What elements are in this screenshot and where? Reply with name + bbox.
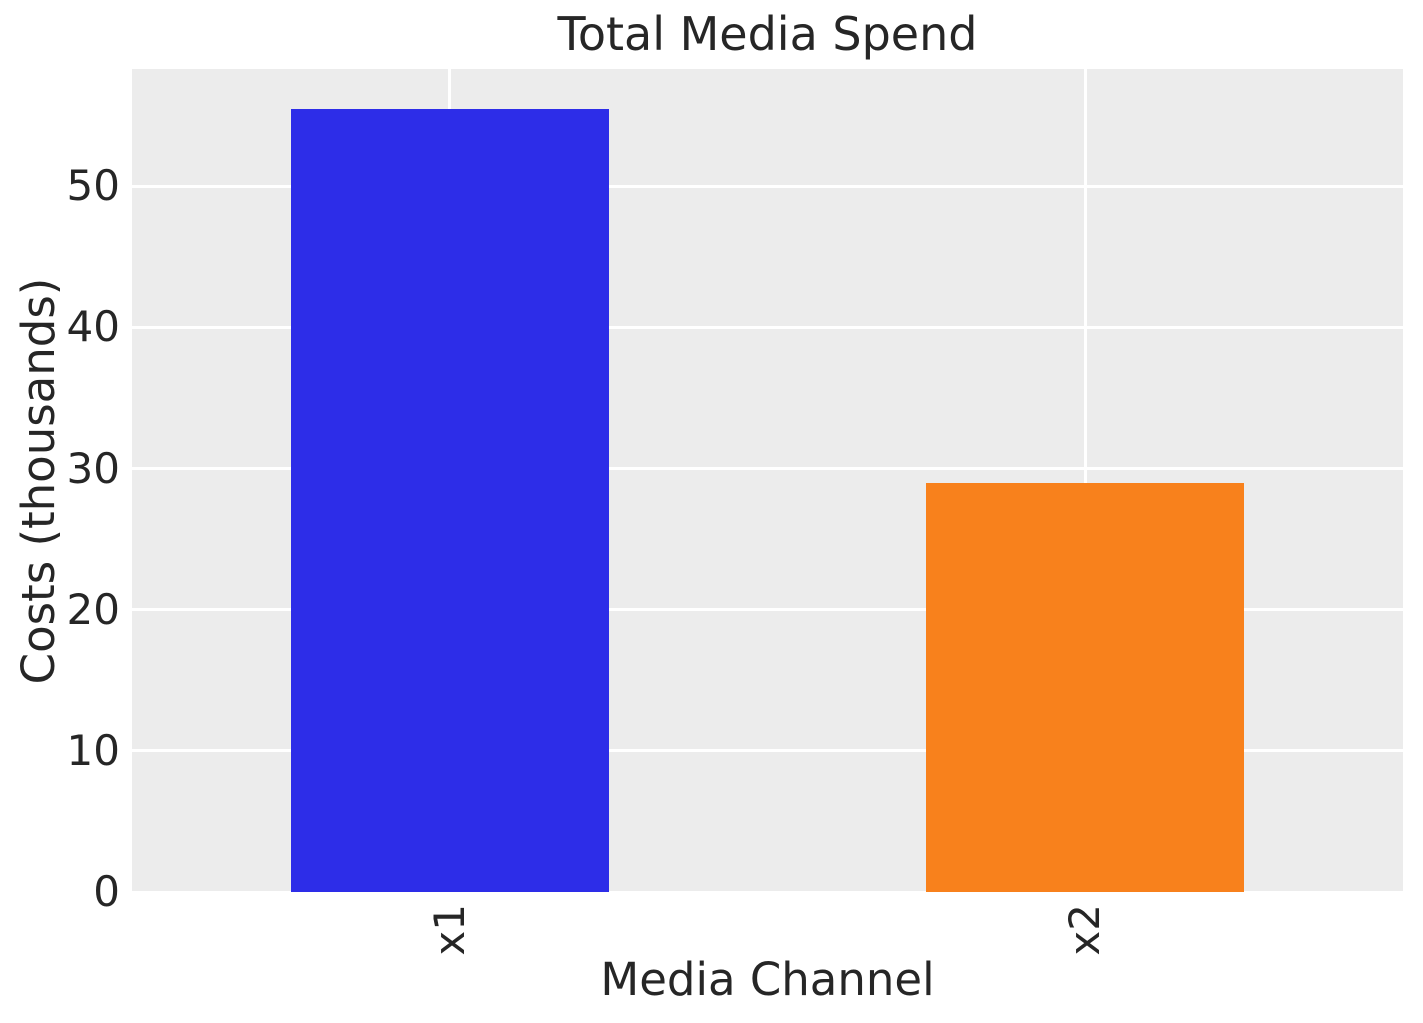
chart-title: Total Media Spend	[557, 7, 978, 61]
y-tick-label: 0	[93, 867, 120, 916]
bar-x1	[290, 108, 609, 892]
y-tick-label: 40	[66, 302, 120, 352]
horizontal-gridline	[132, 890, 1403, 894]
horizontal-gridline	[132, 325, 1403, 329]
horizontal-gridline	[132, 608, 1403, 612]
x-tick-label: x1	[424, 904, 474, 956]
x-tick-label: x2	[1060, 904, 1110, 956]
vertical-gridline	[1083, 69, 1087, 892]
bar-x2	[926, 482, 1245, 892]
y-tick-label: 50	[66, 161, 120, 211]
y-tick-label: 30	[66, 443, 120, 493]
y-tick-label: 20	[66, 584, 120, 634]
x-axis-label: Media Channel	[600, 953, 935, 1006]
y-tick-label: 10	[66, 725, 120, 775]
horizontal-gridline	[132, 467, 1403, 470]
horizontal-gridline	[132, 749, 1403, 753]
plot-area	[132, 69, 1403, 894]
horizontal-gridline	[132, 184, 1403, 188]
